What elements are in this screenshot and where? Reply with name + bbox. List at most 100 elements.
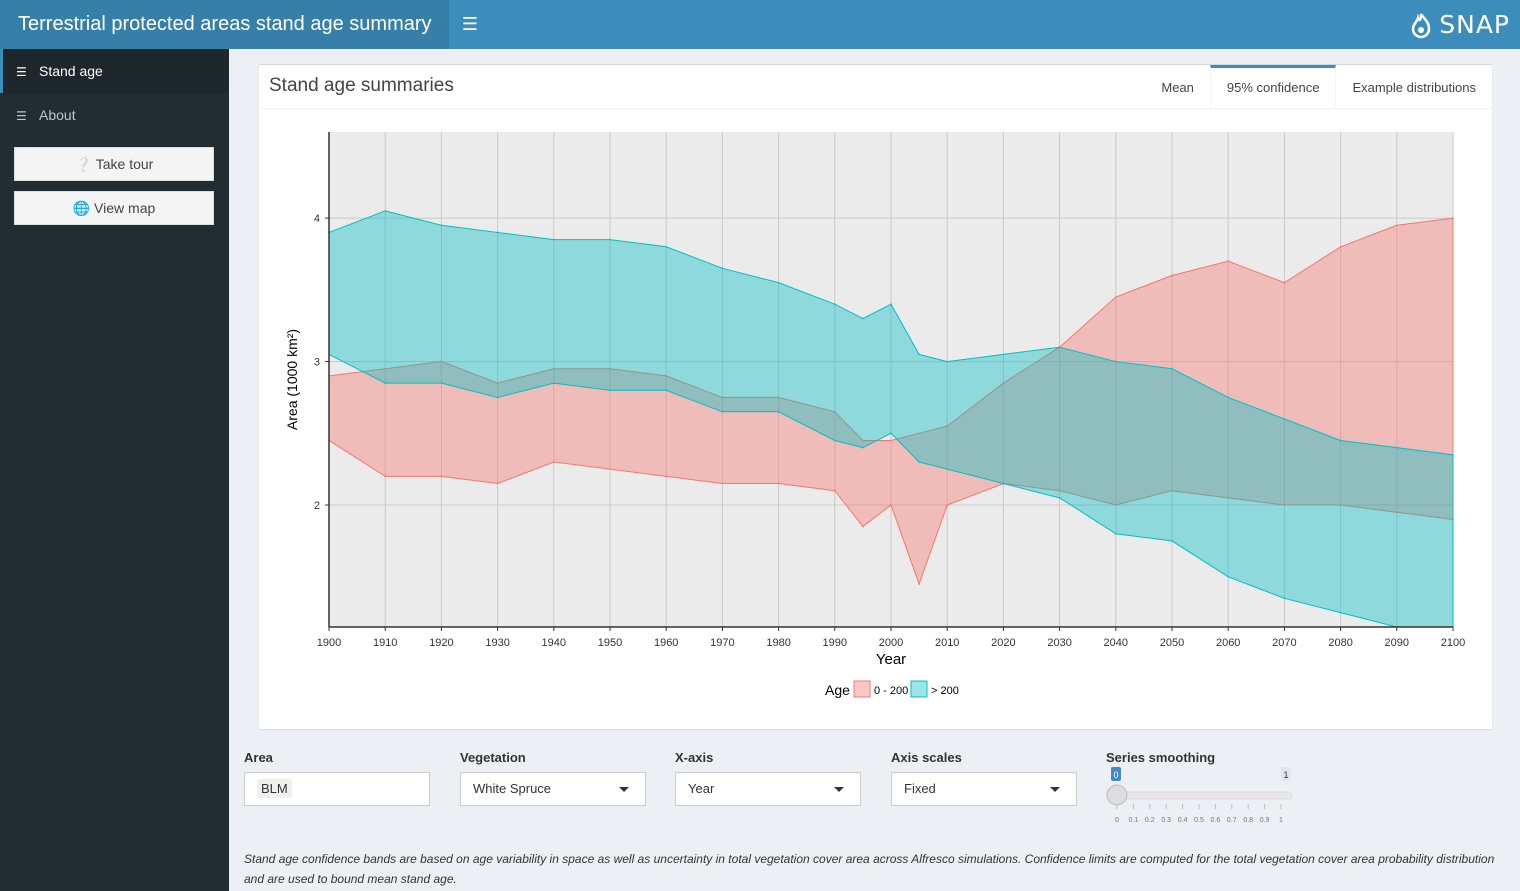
slider-tick-label: 0.3: [1161, 817, 1171, 824]
smoothing-slider[interactable]: 0 1 0 0.1 0.2 0.3 0.4 0.5 0.6 0.7 0.8 0.9 1: [1106, 765, 1306, 845]
sidebar-item-label: About: [39, 107, 76, 123]
slider-max-badge: [1281, 767, 1291, 781]
legend-title: Age: [825, 682, 850, 698]
tab-example-distributions[interactable]: Example distributions: [1352, 80, 1476, 95]
x-tick-label: 2000: [879, 637, 903, 649]
band-upper-point: [384, 367, 386, 370]
band-upper-point: [1115, 360, 1117, 363]
band-lower-point: [918, 461, 920, 463]
band-upper-point: [1283, 281, 1286, 284]
band-lower-point: [1396, 511, 1398, 514]
band-upper-point: [890, 439, 892, 442]
band-upper-point: [609, 367, 611, 370]
band-upper-point: [777, 396, 780, 399]
band-lower-point: [862, 525, 864, 528]
band-upper-point: [1002, 353, 1005, 356]
x-axis-label: Year: [876, 651, 906, 668]
band-lower-point: [1058, 497, 1061, 499]
band-lower-point: [890, 432, 892, 435]
panel-tabs: Mean 95% confidence Example distribution…: [1145, 65, 1492, 108]
band-upper-point: [553, 367, 555, 370]
x-tick-label: 2070: [1272, 637, 1296, 649]
vegetation-control: Vegetation White Spruce: [460, 750, 646, 806]
take-tour-button[interactable]: ❔ Take tour: [14, 147, 214, 181]
band-lower-point: [777, 410, 780, 413]
x-tick-label: 2010: [935, 637, 959, 649]
sidebar-item-stand-age[interactable]: ☰ Stand age: [0, 49, 229, 93]
sliders-icon: ☰: [16, 109, 27, 123]
x-tick-label: 1960: [654, 637, 678, 649]
band-upper-point: [1339, 439, 1342, 442]
axis-scales-select[interactable]: Fixed: [891, 772, 1077, 806]
band-lower-point: [834, 489, 836, 492]
legend-label: 0 - 200: [874, 685, 908, 697]
sidebar-item-label: Stand age: [39, 63, 103, 79]
band-lower-point: [890, 504, 892, 506]
slider-tick-label: 0.1: [1129, 817, 1139, 824]
view-map-label: View map: [94, 200, 156, 216]
tab-mean[interactable]: Mean: [1161, 80, 1194, 95]
caret-down-icon: [619, 787, 629, 792]
vegetation-select[interactable]: White Spruce: [460, 772, 646, 806]
band-lower-point: [1283, 597, 1286, 600]
band-lower-point: [1115, 504, 1117, 506]
band-upper-point: [918, 353, 920, 356]
x-tick-label: 1970: [710, 637, 734, 649]
band-lower-point: [1115, 532, 1117, 535]
band-upper-point: [496, 382, 499, 384]
slider-tick-label: 0.9: [1260, 817, 1270, 824]
band-upper-point: [440, 360, 443, 363]
band-lower-point: [946, 468, 948, 470]
tab-divider: [259, 108, 1492, 109]
confidence-note: Stand age confidence bands are based on …: [244, 852, 1495, 886]
band-lower-point: [1283, 504, 1286, 506]
sidebar-item-about[interactable]: ☰ About: [0, 93, 229, 137]
band-lower-point: [496, 482, 499, 485]
band-upper-point: [1058, 346, 1061, 349]
area-select[interactable]: BLM: [244, 772, 430, 806]
smoothing-control: Series smoothing 0 1 0 0.1 0.2 0.3 0.4 0.5 0.6…: [1106, 750, 1306, 845]
slider-handle[interactable]: [1106, 784, 1128, 806]
xaxis-select[interactable]: Year: [675, 772, 861, 806]
sidebar-toggle-icon[interactable]: ☰: [461, 14, 479, 34]
x-tick-label: 2040: [1104, 637, 1128, 649]
band-upper-point: [609, 238, 611, 241]
slider-tick-label: 0.5: [1194, 817, 1204, 824]
band-lower-point: [384, 382, 386, 384]
band-upper-point: [1396, 224, 1398, 227]
legend-label: > 200: [931, 685, 959, 697]
caret-down-icon: [834, 787, 844, 792]
tab-95-confidence[interactable]: 95% confidence: [1209, 65, 1337, 108]
band-upper-point: [1396, 446, 1398, 449]
band-lower-point: [1339, 611, 1342, 614]
band-upper-point: [862, 439, 864, 442]
sliders-icon: ☰: [16, 65, 27, 79]
snap-logo[interactable]: SNAP: [1409, 0, 1510, 49]
band-upper-point: [890, 303, 892, 305]
y-tick-label: 4: [314, 213, 320, 225]
band-upper-point: [721, 267, 724, 270]
sidebar: ☰ Stand age ☰ About ❔ Take tour 🌐 View map: [0, 49, 229, 891]
band-upper-point: [946, 425, 948, 427]
band-upper-point: [946, 360, 948, 363]
view-map-button[interactable]: 🌐 View map: [14, 191, 214, 225]
band-lower-point: [1227, 575, 1229, 578]
panel-title: Stand age summaries: [269, 75, 454, 96]
x-tick-label: 2100: [1441, 637, 1465, 649]
slider-value: 0: [1113, 770, 1118, 780]
slider-value-badge: [1111, 767, 1121, 781]
axis-scales-value: Fixed: [904, 781, 936, 796]
band-lower-point: [553, 461, 555, 463]
band-lower-point: [665, 389, 667, 392]
band-lower-point: [1002, 482, 1005, 485]
app-title: Terrestrial protected areas stand age su…: [0, 0, 449, 49]
x-tick-label: 1990: [823, 637, 847, 649]
band-lower-point: [721, 410, 724, 413]
band-upper-point: [918, 432, 920, 435]
band-lower-point: [553, 382, 555, 384]
band-lower-point: [609, 389, 611, 392]
band-upper-point: [1171, 274, 1173, 277]
slider-tick-label: 0.7: [1227, 817, 1237, 824]
band-lower-point: [665, 475, 667, 478]
xaxis-label: X-axis: [675, 750, 714, 765]
